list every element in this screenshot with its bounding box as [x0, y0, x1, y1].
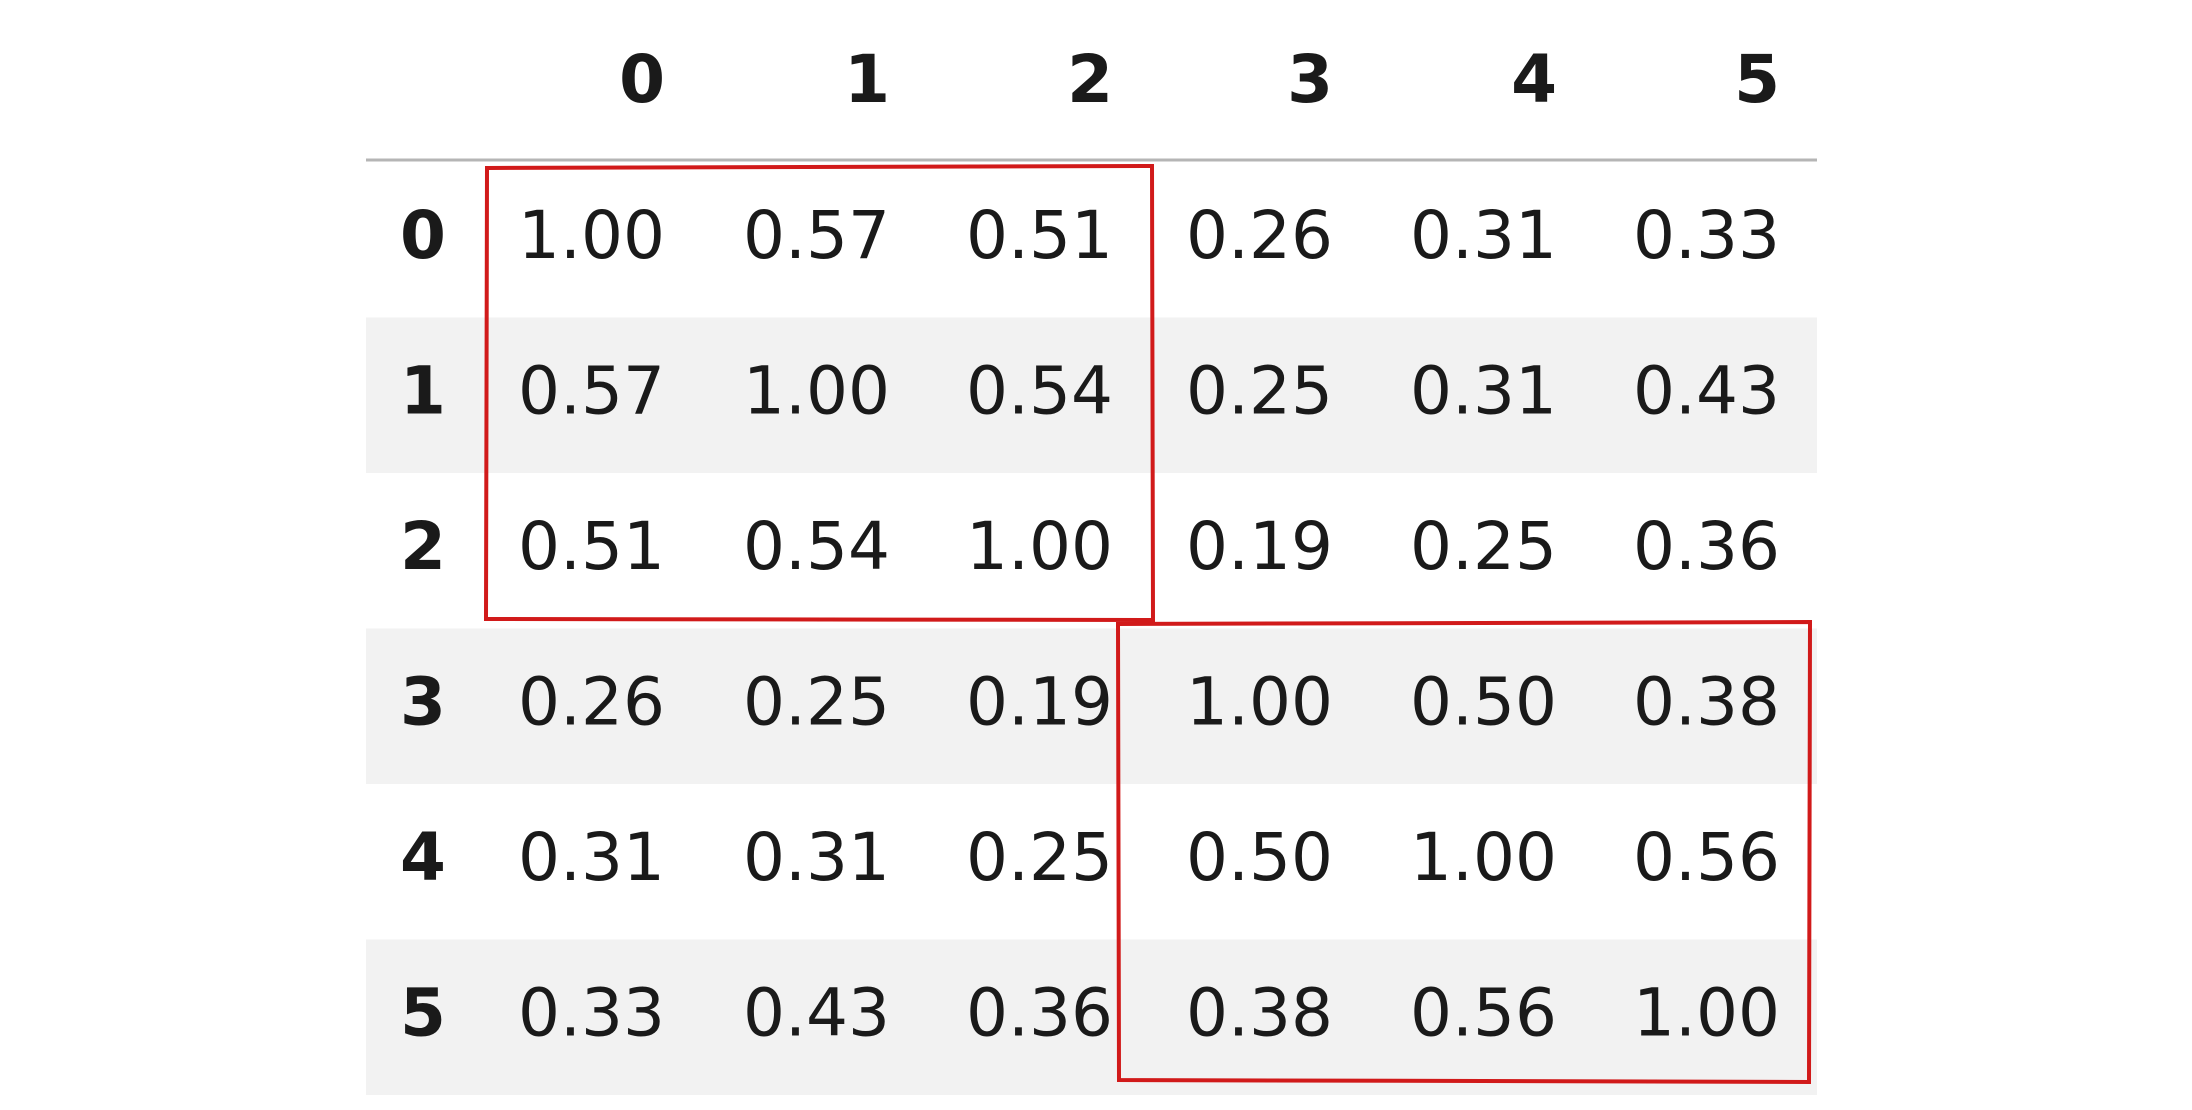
row-stripe — [366, 939, 1817, 1095]
row-header: 4 — [400, 819, 446, 896]
cell: 0.56 — [1410, 974, 1557, 1051]
row-header: 3 — [400, 663, 446, 740]
row-stripe — [366, 628, 1817, 784]
cell: 1.00 — [966, 508, 1113, 585]
cell: 0.19 — [966, 663, 1113, 740]
row-header: 0 — [400, 197, 446, 274]
cell: 1.00 — [518, 197, 665, 274]
cell: 0.56 — [1633, 819, 1780, 896]
cell: 1.00 — [743, 352, 890, 429]
cell: 0.51 — [966, 197, 1113, 274]
cell: 1.00 — [1410, 819, 1557, 896]
cell: 0.51 — [518, 508, 665, 585]
highlight-box — [483, 163, 1156, 623]
cell: 0.33 — [1633, 197, 1780, 274]
cell: 0.33 — [518, 974, 665, 1051]
cell: 0.26 — [518, 663, 665, 740]
cell: 0.54 — [743, 508, 890, 585]
cell: 0.25 — [743, 663, 890, 740]
cells: 0 1 2 3 4 5 0 1.00 0.57 0.51 0.26 0.31 0.33 1 0.57 1.00… — [400, 41, 1780, 1051]
cell: 0.31 — [518, 819, 665, 896]
cell: 0.31 — [743, 819, 890, 896]
cell: 0.50 — [1410, 663, 1557, 740]
row-backgrounds — [366, 317, 1817, 1095]
column-header: 5 — [1734, 41, 1780, 118]
row-header: 1 — [400, 352, 446, 429]
cell: 0.43 — [743, 974, 890, 1051]
highlight-box — [1115, 619, 1813, 1085]
column-header: 1 — [844, 41, 890, 118]
cell: 0.50 — [1186, 819, 1333, 896]
cell: 0.57 — [743, 197, 890, 274]
column-header: 3 — [1287, 41, 1333, 118]
cell: 1.00 — [1633, 974, 1780, 1051]
row-stripe — [366, 317, 1817, 473]
cell: 0.25 — [966, 819, 1113, 896]
cell: 0.25 — [1186, 352, 1333, 429]
cell: 0.36 — [966, 974, 1113, 1051]
row-header: 5 — [400, 974, 446, 1051]
cell: 0.38 — [1633, 663, 1780, 740]
cell: 0.19 — [1186, 508, 1333, 585]
column-header: 0 — [619, 41, 665, 118]
cell: 0.38 — [1186, 974, 1333, 1051]
cell: 0.54 — [966, 352, 1113, 429]
cell: 0.26 — [1186, 197, 1333, 274]
cell: 0.36 — [1633, 508, 1780, 585]
column-header: 4 — [1511, 41, 1557, 118]
column-header: 2 — [1067, 41, 1113, 118]
cell: 0.31 — [1410, 352, 1557, 429]
row-header: 2 — [400, 508, 446, 585]
cell: 0.25 — [1410, 508, 1557, 585]
cell: 1.00 — [1186, 663, 1333, 740]
cell: 0.43 — [1633, 352, 1780, 429]
cell: 0.31 — [1410, 197, 1557, 274]
cell: 0.57 — [518, 352, 665, 429]
